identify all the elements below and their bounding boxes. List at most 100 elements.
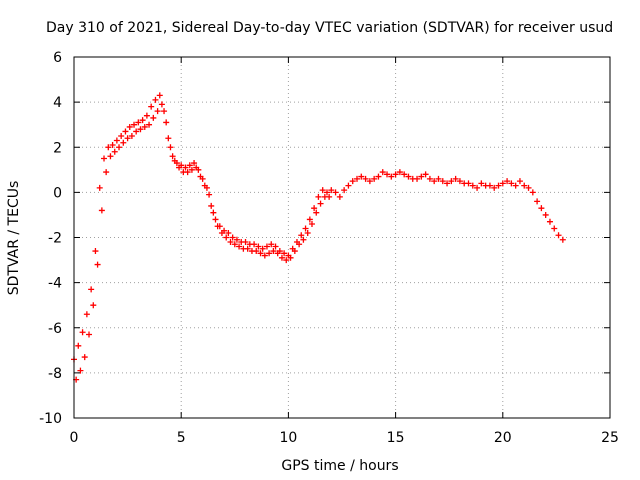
data-point [107,153,114,160]
data-point [300,236,307,243]
data-point [131,121,138,128]
data-point [508,180,515,187]
x-tick-label: 5 [177,430,186,446]
data-point [109,141,116,148]
x-tick-label: 25 [601,430,619,446]
chart-title: Day 310 of 2021, Sidereal Day-to-day VTE… [46,20,613,36]
data-point [418,173,425,180]
y-tick-label: 4 [53,95,62,111]
data-point [176,164,183,171]
data-point [150,114,157,121]
data-point [401,171,408,178]
x-axis-label: GPS time / hours [281,458,398,474]
data-point [143,112,150,119]
data-point [128,132,135,139]
data-point [456,178,463,185]
y-tick-label: -2 [48,231,62,247]
data-point [414,175,421,182]
data-point [223,234,230,241]
data-point [103,169,110,176]
data-point [118,132,125,139]
data-point [214,223,221,230]
data-points [71,92,566,383]
data-point [268,241,275,248]
data-point [98,207,105,214]
data-point [266,250,273,257]
data-point [495,182,502,189]
x-tick-labels: 0 5 10 15 20 25 [70,430,619,446]
data-point [141,123,148,130]
data-point [94,261,101,268]
data-point [244,245,251,252]
data-point [274,250,281,257]
gridlines [74,57,610,418]
data-point [304,229,311,236]
data-point [152,96,159,103]
data-point [336,193,343,200]
data-point [212,216,219,223]
data-point [478,180,485,187]
y-tick-label: -4 [48,276,62,292]
data-point [233,236,240,243]
data-point [208,202,215,209]
data-point [465,180,472,187]
data-point [231,241,238,248]
data-point [171,157,178,164]
data-point [227,239,234,246]
data-point [341,187,348,194]
data-point [354,175,361,182]
data-point [371,175,378,182]
data-point [272,243,279,250]
data-point [287,254,294,261]
data-point [167,144,174,151]
data-point [92,248,99,255]
x-tick-label: 10 [279,430,297,446]
data-point [165,135,172,142]
data-point [504,178,511,185]
x-tick-label: 20 [494,430,512,446]
data-point [388,173,395,180]
data-point [193,164,200,171]
data-point [384,171,391,178]
data-point [362,175,369,182]
data-point [452,175,459,182]
data-point [156,92,163,99]
data-point [186,162,193,169]
data-point [263,243,270,250]
data-point [197,173,204,180]
data-point [448,178,455,185]
data-point [538,205,545,212]
data-point [120,139,127,146]
data-point [163,119,170,126]
data-point [405,173,412,180]
data-point [113,137,120,144]
data-point [306,216,313,223]
data-point [146,121,153,128]
data-point [88,286,95,293]
data-point [396,169,403,176]
data-point [302,225,309,232]
data-point [77,367,84,374]
data-point [512,182,519,189]
data-point [542,211,549,218]
data-point [184,169,191,176]
data-point [225,229,232,236]
data-point [422,171,429,178]
x-tick-label: 15 [387,430,405,446]
data-point [392,171,399,178]
data-point [375,173,382,180]
tick-marks [73,56,611,419]
data-point [345,182,352,189]
data-point [499,180,506,187]
data-point [332,189,339,196]
data-point [137,126,144,133]
data-point [259,245,266,252]
data-point [111,148,118,155]
x-tick-label: 0 [70,430,79,446]
data-point [313,209,320,216]
data-point [439,178,446,185]
data-point [469,182,476,189]
data-point [148,103,155,110]
y-tick-label: -10 [39,411,62,427]
